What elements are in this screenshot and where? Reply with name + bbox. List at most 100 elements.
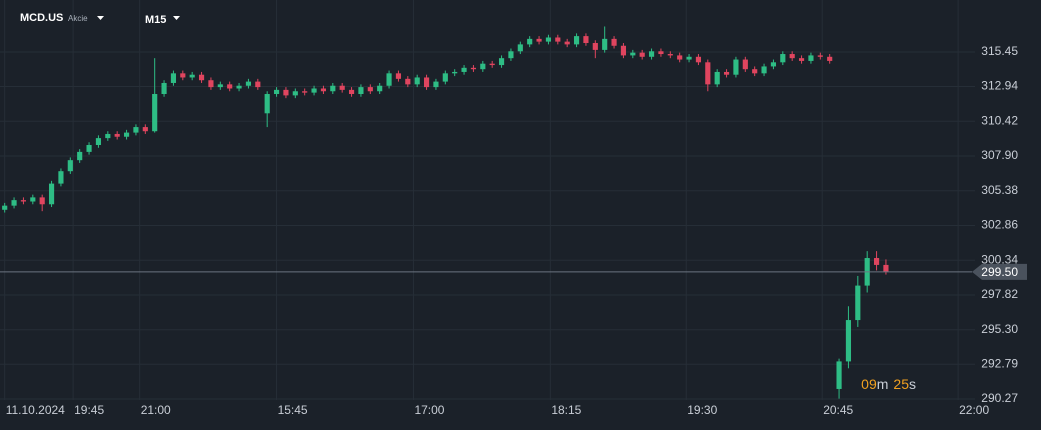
candle-body xyxy=(77,151,83,161)
candle-body xyxy=(508,51,514,59)
candle-body xyxy=(367,87,373,92)
candle-body xyxy=(630,52,636,56)
candle-body xyxy=(48,183,55,205)
candle-body xyxy=(648,51,655,57)
candle-body xyxy=(620,45,627,56)
candle-body xyxy=(498,58,505,66)
candle-body xyxy=(414,77,420,85)
candle-body xyxy=(67,160,73,172)
candle-body xyxy=(105,133,111,139)
candle-body xyxy=(714,71,720,85)
candle-body xyxy=(180,73,186,78)
y-tick-label: 307.90 xyxy=(981,148,1018,162)
candle-body xyxy=(742,59,748,70)
candle-body xyxy=(133,127,139,133)
candle-body xyxy=(789,54,795,59)
candle-body xyxy=(95,138,102,146)
candle-body xyxy=(273,89,280,95)
candle-body xyxy=(11,200,17,206)
candle-body xyxy=(386,73,392,86)
candle-body xyxy=(639,52,645,57)
countdown: 09m 25s xyxy=(861,376,916,392)
candle-body xyxy=(114,133,120,137)
candle-body xyxy=(517,44,523,52)
candle-body xyxy=(2,205,8,210)
candle-body xyxy=(123,132,130,137)
candle-body xyxy=(377,85,383,92)
candle-body xyxy=(330,85,336,92)
candle-body xyxy=(686,56,692,60)
y-tick-label: 292.79 xyxy=(981,356,1018,370)
candle-body xyxy=(227,84,233,89)
candle-body xyxy=(255,81,261,88)
timeframe[interactable]: M15 xyxy=(145,14,166,26)
candle-body xyxy=(611,38,617,46)
y-tick-label: 295.30 xyxy=(981,322,1018,336)
countdown-unit: s xyxy=(909,376,916,392)
candle-body xyxy=(442,73,448,82)
marks-layer xyxy=(0,26,972,399)
candle-body xyxy=(470,67,477,70)
candle-body xyxy=(161,82,167,95)
candle-body xyxy=(695,56,702,63)
x-tick-label: 17:00 xyxy=(414,403,444,417)
candle-body xyxy=(461,67,467,72)
y-tick-label: 305.38 xyxy=(981,183,1018,197)
candle-body xyxy=(86,145,92,152)
y-tick-label: 290.27 xyxy=(981,391,1018,405)
candle-body xyxy=(423,77,430,88)
candle-body xyxy=(836,361,842,389)
candle-body xyxy=(817,55,823,57)
candle-body xyxy=(30,197,36,202)
candle-body xyxy=(395,73,402,79)
y-tick-label: 302.86 xyxy=(981,218,1018,232)
candle-body xyxy=(827,56,833,61)
candle-body xyxy=(845,320,852,362)
candle-body xyxy=(348,89,355,95)
x-tick-label: 21:00 xyxy=(141,403,171,417)
y-tick-label: 315.45 xyxy=(981,44,1018,58)
candle-body xyxy=(302,91,308,93)
timeframe-caret[interactable] xyxy=(173,16,180,20)
candle-body xyxy=(452,71,458,74)
symbol[interactable]: MCD.US xyxy=(20,12,63,24)
candle-body xyxy=(723,71,730,75)
symbol-caret[interactable] xyxy=(97,16,104,20)
candle-body xyxy=(189,74,195,78)
candle-body xyxy=(761,66,767,74)
x-tick-label: 20:45 xyxy=(823,403,853,417)
y-tick-label: 310.42 xyxy=(981,113,1018,127)
candle-body xyxy=(208,80,214,88)
candle-body xyxy=(39,197,45,205)
candle-body xyxy=(311,88,317,93)
x-tick-label: 22:00 xyxy=(959,403,989,417)
candle-body xyxy=(245,81,252,86)
candle-body xyxy=(217,84,223,88)
candle-body xyxy=(198,74,205,81)
candle-body xyxy=(677,55,683,60)
candle-body xyxy=(527,38,533,45)
countdown-seconds: 25 xyxy=(893,376,909,392)
candle-body xyxy=(283,89,289,96)
candle-body xyxy=(292,91,298,96)
candle-body xyxy=(798,58,805,61)
x-tick-label: 15:45 xyxy=(278,403,308,417)
x-tick-label: 18:15 xyxy=(551,403,581,417)
candle-body xyxy=(658,51,664,55)
candle-body xyxy=(20,200,27,202)
countdown-unit: m xyxy=(877,376,889,392)
candle-body xyxy=(58,171,64,184)
x-tick-label: 19:45 xyxy=(74,403,104,417)
price-tag xyxy=(972,263,1027,280)
candle-body xyxy=(170,73,177,83)
candle-body xyxy=(564,41,570,45)
candle-body xyxy=(536,38,542,42)
candle-body xyxy=(780,54,786,63)
candle-body xyxy=(705,62,711,85)
x-tick-label: 11.10.2024 xyxy=(6,403,65,417)
candle-body xyxy=(602,38,608,50)
y-tick-label: 312.94 xyxy=(981,79,1018,93)
grid-layer xyxy=(0,0,975,400)
candle-body xyxy=(573,36,580,45)
